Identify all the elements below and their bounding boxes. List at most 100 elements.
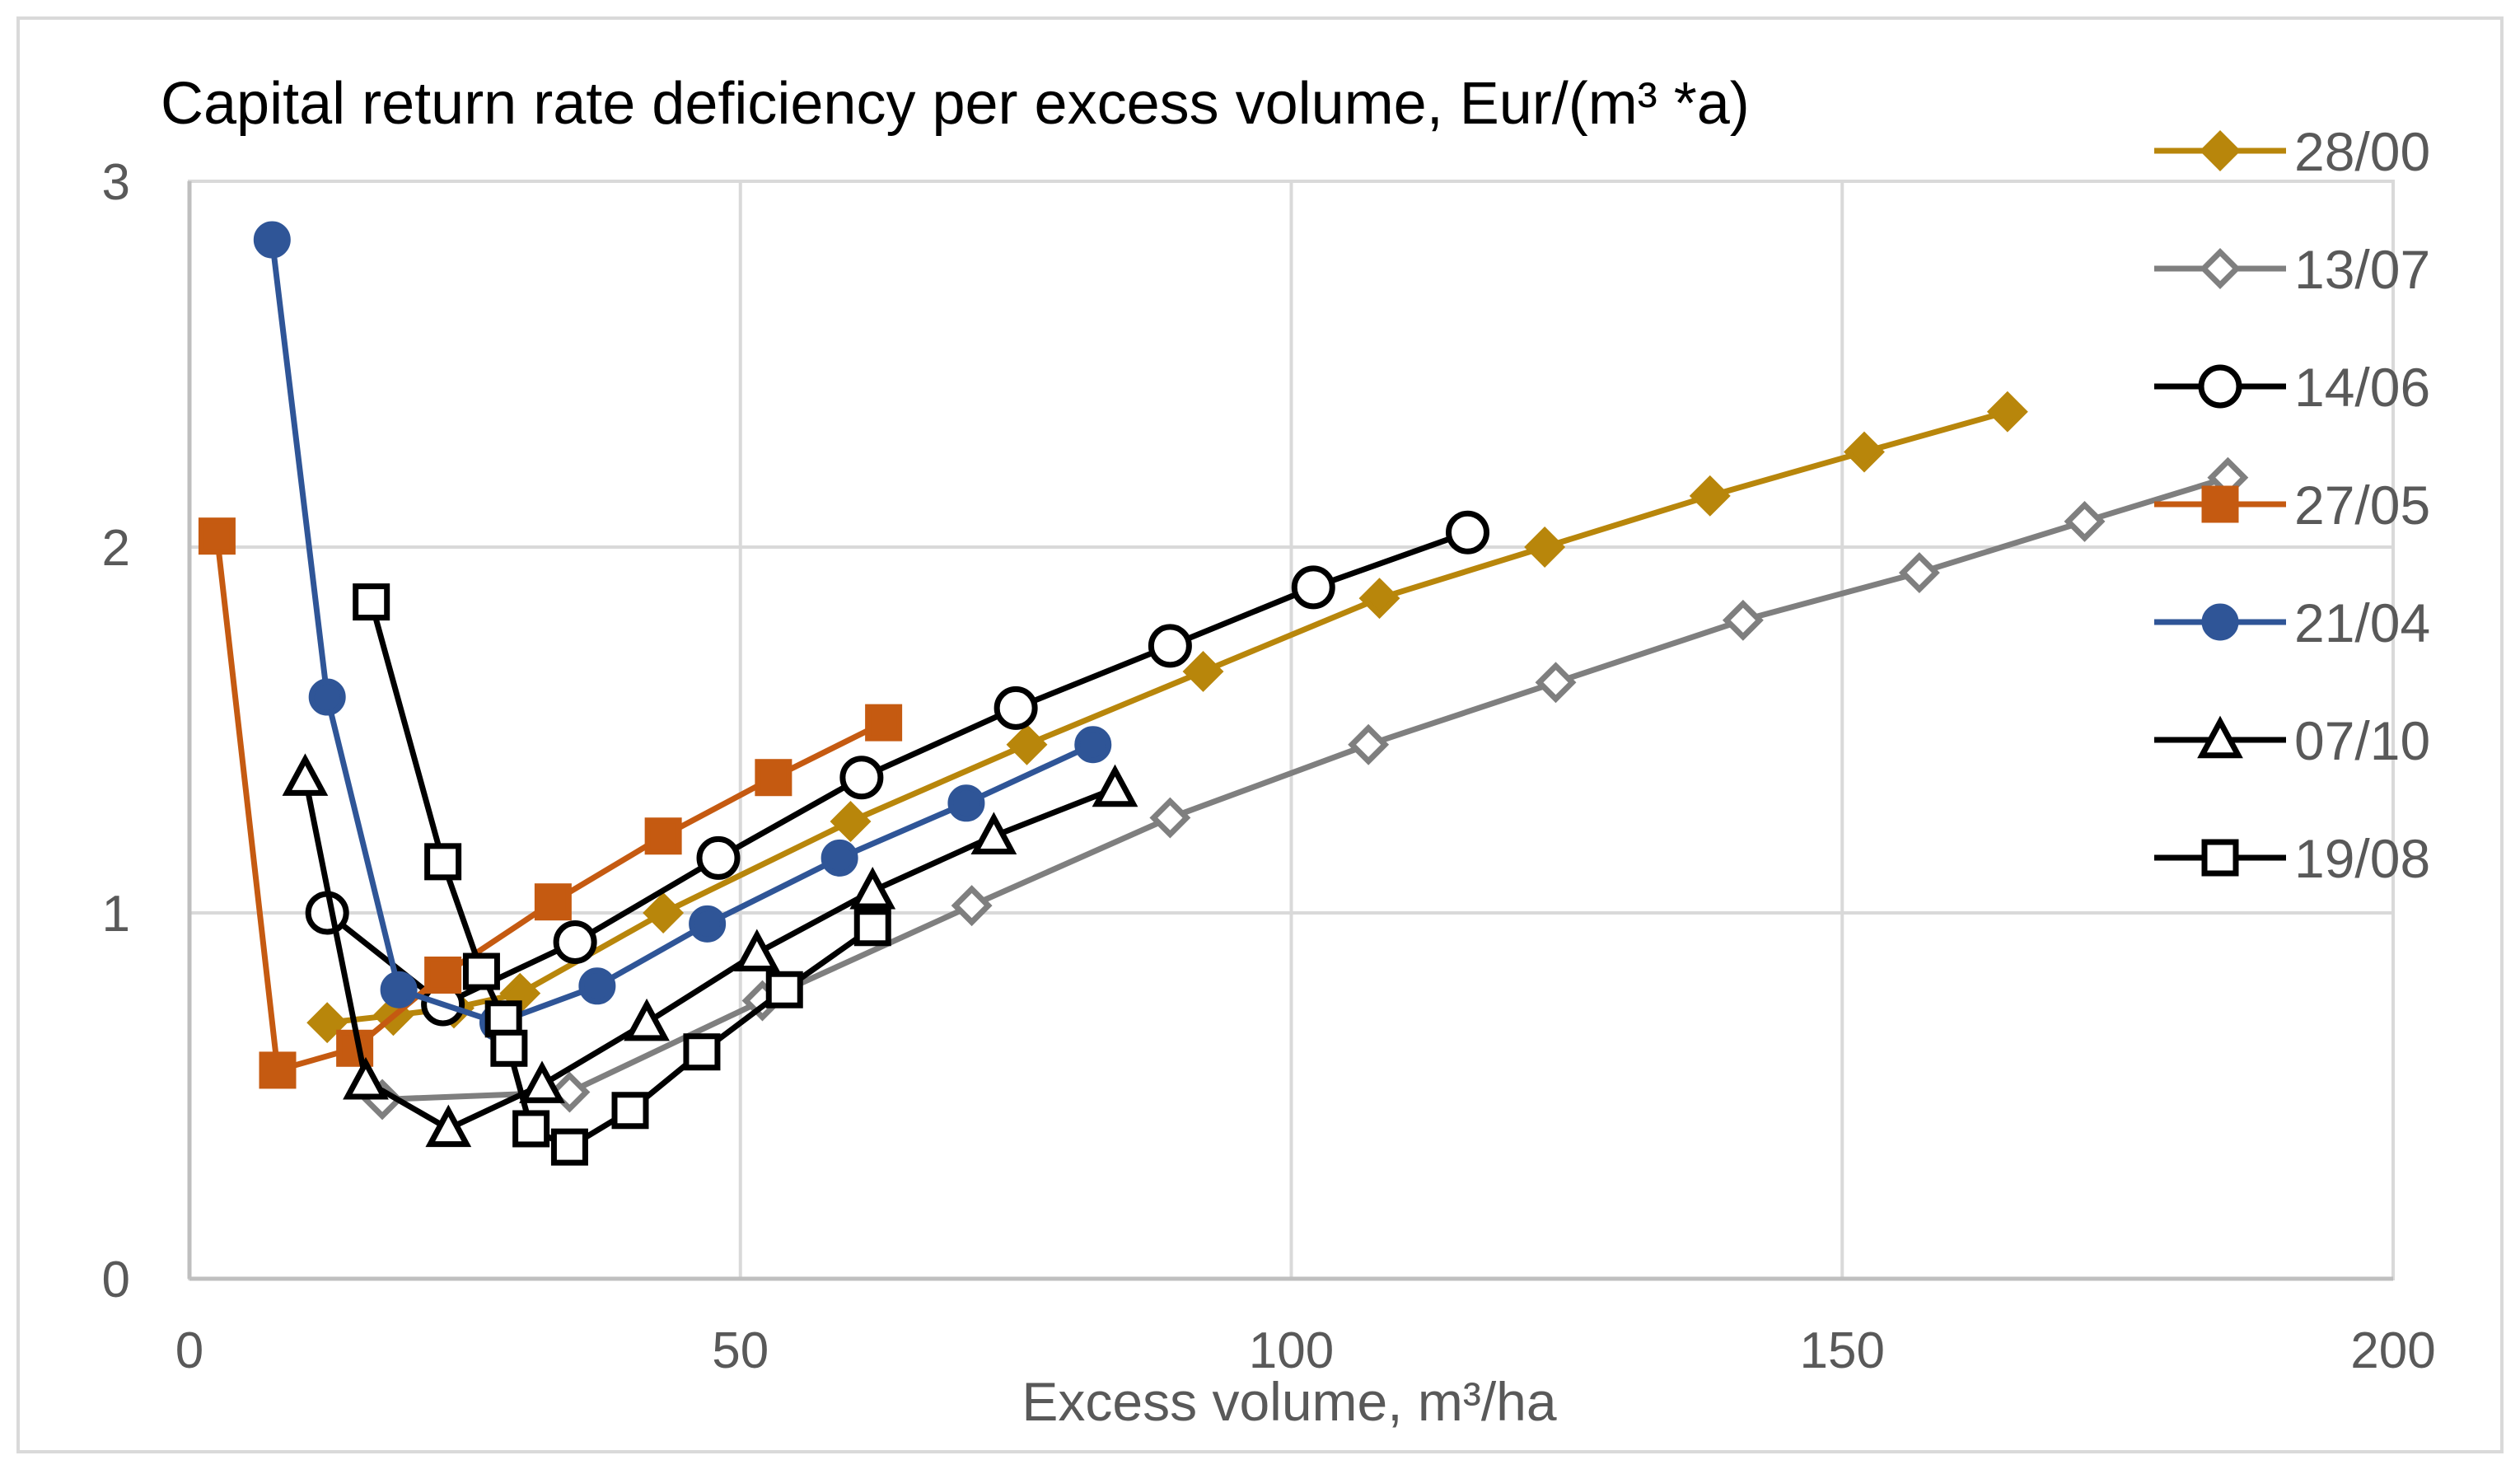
data-point (643, 892, 685, 934)
legend-item: 13/07 (2154, 239, 2430, 300)
data-point (1535, 662, 1577, 704)
data-point (696, 835, 741, 880)
chart-border (16, 16, 2504, 1453)
legend-item: 19/08 (2154, 828, 2430, 889)
y-tick-label: 1 (102, 886, 130, 943)
legend: 28/00 13/07 14/06 27/05 21/04 07/10 19/08 (2154, 121, 2430, 889)
data-point (578, 967, 616, 1005)
y-tick-label: 3 (102, 154, 130, 211)
data-point (1006, 723, 1048, 765)
data-point (490, 1029, 528, 1067)
data-point (689, 905, 727, 943)
data-point (308, 678, 346, 716)
legend-item: 14/06 (2154, 357, 2430, 418)
data-point (1722, 599, 1764, 641)
data-point (839, 756, 884, 800)
legend-marker (2200, 248, 2241, 289)
data-point (253, 221, 291, 259)
data-point (1149, 797, 1191, 839)
data-point (1446, 510, 1489, 555)
series-13-07 (362, 456, 2249, 1121)
series-group (198, 221, 2249, 1166)
data-point (1092, 764, 1138, 807)
data-point (380, 971, 418, 1008)
legend-label: 13/07 (2294, 239, 2430, 300)
data-point (830, 801, 872, 842)
data-point (1898, 552, 1940, 594)
data-point (853, 909, 891, 947)
data-point (644, 817, 682, 855)
data-point (550, 1128, 588, 1166)
legend-item: 28/00 (2154, 121, 2430, 182)
data-point (994, 686, 1038, 730)
data-point (1358, 578, 1400, 620)
x-tick-label: 50 (712, 1322, 769, 1379)
x-tick-label: 0 (175, 1322, 203, 1379)
data-point (1074, 726, 1112, 764)
data-point (611, 1092, 649, 1130)
series-21-04 (253, 221, 1112, 1041)
data-point (1524, 526, 1566, 568)
data-point (282, 753, 329, 796)
legend-label: 14/06 (2294, 357, 2430, 418)
legend-label: 19/08 (2294, 828, 2430, 889)
legend-marker (2201, 485, 2239, 523)
data-point (951, 885, 993, 927)
data-point (755, 759, 792, 797)
data-point (2064, 500, 2106, 542)
axes: 0 50 100 150 200 0 1 2 3 (102, 154, 2436, 1379)
legend-marker (2198, 364, 2242, 409)
data-point (512, 1110, 550, 1148)
data-point (683, 1033, 721, 1071)
x-tick-label: 200 (2350, 1322, 2435, 1379)
data-point (553, 920, 597, 965)
data-point (624, 998, 670, 1041)
data-point (849, 866, 896, 910)
data-point (1986, 391, 2028, 433)
series-27-05 (198, 517, 903, 1089)
data-point (1844, 431, 1885, 473)
data-point (534, 883, 572, 921)
legend-marker (2201, 839, 2239, 877)
data-point (865, 704, 903, 742)
data-point (343, 1056, 389, 1100)
data-point (1148, 624, 1192, 668)
data-point (353, 583, 390, 621)
legend-label: 28/00 (2294, 121, 2430, 182)
legend-item: 27/05 (2154, 475, 2430, 536)
legend-label: 27/05 (2294, 475, 2430, 536)
data-point (259, 1051, 297, 1089)
data-point (424, 843, 462, 881)
legend-label: 07/10 (2294, 710, 2430, 771)
legend-item: 07/10 (2154, 710, 2430, 771)
data-point (424, 956, 462, 994)
legend-item: 21/04 (2154, 592, 2430, 653)
data-point (1348, 723, 1390, 765)
x-tick-label: 150 (1800, 1322, 1885, 1379)
data-point (425, 1104, 472, 1148)
legend-marker (2197, 715, 2243, 759)
data-point (947, 784, 985, 822)
data-point (1291, 565, 1335, 610)
x-tick-label: 100 (1249, 1322, 1334, 1379)
legend-marker (2201, 603, 2239, 641)
data-point (1182, 651, 1224, 692)
series-19-08 (353, 583, 891, 1166)
x-axis-title: Excess volume, m³/ha (1022, 1371, 1556, 1432)
data-point (519, 1060, 565, 1103)
data-point (198, 517, 236, 555)
y-tick-label: 2 (102, 520, 130, 577)
data-point (733, 929, 780, 972)
y-tick-label: 0 (102, 1252, 130, 1308)
data-point (821, 839, 858, 877)
chart-title: Capital return rate deficiency per exces… (161, 71, 1750, 137)
data-point (970, 812, 1017, 854)
series-07-10 (282, 753, 1138, 1148)
legend-label: 21/04 (2294, 592, 2430, 653)
data-point (306, 1002, 348, 1044)
data-point (462, 952, 500, 990)
data-point (765, 971, 803, 1008)
legend-marker (2200, 130, 2241, 171)
